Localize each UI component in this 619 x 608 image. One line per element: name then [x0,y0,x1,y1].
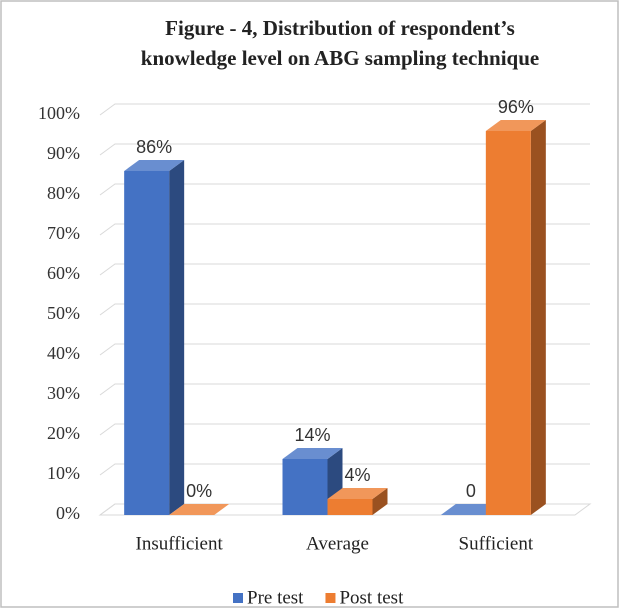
y-tick-label: 100% [38,103,80,123]
bar [169,504,230,515]
bar-side [372,488,388,515]
grid-line [99,423,590,436]
bar-top [124,160,185,171]
bar-front [485,131,531,515]
bar-top [282,448,343,459]
bar-side [169,160,185,515]
bar-top [485,120,546,131]
data-label: 0 [466,481,476,501]
floor [98,503,592,516]
y-tick-label: 70% [47,223,80,243]
y-tick-label: 60% [47,263,80,283]
grid-line [99,303,590,316]
grid-line [99,183,590,196]
bar-top [327,488,388,499]
data-label: 0% [186,481,212,501]
grid-line [99,343,590,356]
y-tick-label: 90% [47,143,80,163]
y-tick-label: 0% [56,503,80,523]
y-tick-label: 80% [47,183,80,203]
y-tick-label: 50% [47,303,80,323]
bar [327,488,388,515]
chart-title: Figure - 4, Distribution of respondent’s [165,16,515,40]
bar [124,160,185,515]
data-label: 14% [294,425,330,445]
bar-front [327,499,373,515]
y-tick-label: 30% [47,383,80,403]
legend-swatch [325,593,336,603]
data-label: 4% [344,465,370,485]
bar-top [169,504,230,515]
grid-line [99,143,590,156]
x-tick-label: Insufficient [136,533,224,554]
bar-side [530,120,546,515]
grid-line [99,223,590,236]
grid-line [99,103,590,116]
x-tick-label: Average [306,533,369,554]
legend-label: Pre test [247,587,304,608]
grid-line [99,463,590,476]
bar-front [124,171,170,515]
grid-line [99,383,590,396]
y-tick-label: 20% [47,423,80,443]
data-label: 86% [136,137,172,157]
bar-front [282,459,328,515]
bar [485,120,546,515]
data-label: 96% [498,97,534,117]
y-tick-label: 40% [47,343,80,363]
chart-title: knowledge level on ABG sampling techniqu… [141,46,539,70]
x-tick-label: Sufficient [459,533,534,554]
legend-label: Post test [339,587,404,608]
grid-line [99,263,590,276]
legend-swatch [233,593,243,603]
y-tick-label: 10% [47,463,80,483]
